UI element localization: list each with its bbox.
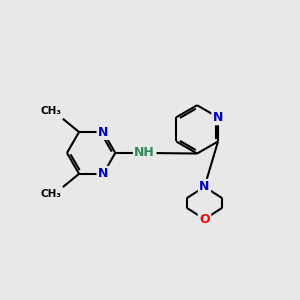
Text: CH₃: CH₃ — [40, 106, 61, 116]
Text: N: N — [98, 167, 108, 180]
Text: O: O — [199, 213, 210, 226]
Text: N: N — [213, 111, 223, 124]
Text: CH₃: CH₃ — [40, 190, 61, 200]
Text: N: N — [199, 180, 210, 193]
Text: NH: NH — [134, 146, 155, 159]
Text: N: N — [98, 125, 108, 139]
